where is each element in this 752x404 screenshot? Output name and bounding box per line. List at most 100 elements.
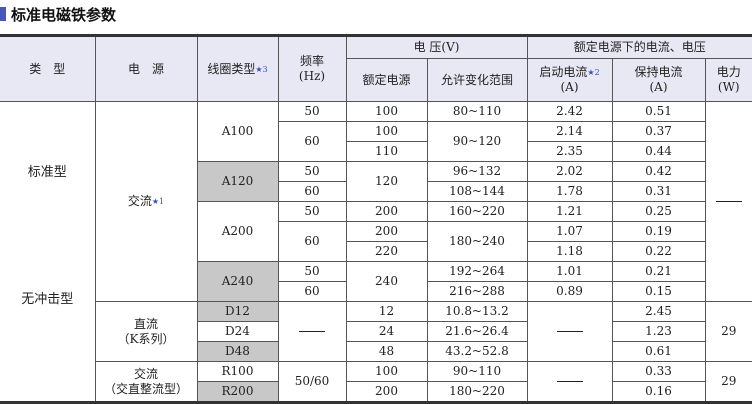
header-watt: 电力 (W)	[704, 58, 752, 102]
rated-cell: 200	[345, 221, 428, 242]
rated-cell: 120	[345, 161, 428, 202]
rated-cell: 100	[345, 361, 428, 382]
freq-cell: 60	[278, 221, 347, 262]
start-cell: 1.07	[526, 221, 613, 242]
electromagnet-spec-table: 类 型 电 源 线圈类型★3 频率 (Hz) 电 压(V) 额定电源下的电流、电压…	[0, 34, 752, 404]
section-title: 标准电磁铁参数	[0, 4, 116, 24]
table-row: D48 48 43.2~52.8 0.61	[0, 341, 752, 362]
freq-cell: 50	[277, 161, 347, 182]
dash-mark	[715, 201, 742, 202]
start-cell: 2.42	[526, 101, 613, 122]
range-cell: 180~220	[426, 381, 528, 403]
range-cell: 180~240	[426, 221, 528, 262]
header-rated: 额定电源	[346, 58, 428, 102]
hold-cell: 0.44	[611, 141, 706, 162]
range-cell: 108~144	[426, 181, 528, 202]
range-cell: 80~110	[426, 101, 528, 122]
hold-cell: 0.31	[611, 181, 706, 202]
title-marker-icon	[0, 7, 6, 21]
rated-cell: 240	[345, 261, 428, 302]
watt-cell: 29	[704, 301, 752, 362]
rated-cell: 24	[345, 321, 428, 342]
start-cell: 2.14	[526, 121, 613, 142]
header-type: 类 型	[0, 35, 96, 102]
dash-mark	[556, 381, 583, 382]
dash-mark	[556, 331, 583, 332]
range-cell: 21.6~26.4	[426, 321, 528, 342]
dash-mark	[299, 331, 325, 332]
coil-cell: D12	[196, 301, 279, 322]
hold-cell: 1.23	[611, 321, 706, 342]
hold-cell: 0.61	[611, 341, 706, 362]
header-range: 允许变化范围	[426, 58, 528, 102]
table-row: 220 1.18 0.22	[0, 241, 752, 262]
table-row: A240 50 240 192~264 1.01 0.21	[0, 261, 752, 302]
rated-cell: 100	[345, 121, 428, 142]
header-start: 启动电流★2 (A)	[526, 58, 613, 102]
hold-cell: 0.25	[611, 201, 706, 222]
hold-cell: 2.45	[611, 301, 706, 322]
watt-cell: 29	[704, 361, 752, 403]
type-standard: 标准型	[27, 165, 67, 180]
power-rectified: 交流 （交直整流型）	[95, 361, 198, 403]
header-voltage: 电 压(V)	[345, 35, 528, 59]
freq-cell	[277, 301, 347, 362]
start-cell	[526, 361, 613, 403]
table-row: A120 50 120 96~132 2.02 0.42	[0, 161, 752, 202]
table-row: 直流 （K系列） D12 12 10.8~13.2 2.45 29	[0, 301, 752, 362]
start-cell: 0.89	[526, 281, 613, 302]
range-cell: 192~264	[426, 261, 528, 282]
hold-cell: 0.51	[611, 101, 706, 122]
range-cell: 90~120	[426, 121, 528, 162]
header-coil: 线圈类型★3	[196, 35, 279, 102]
power-ac: 交流★1	[94, 101, 198, 302]
title-text: 标准电磁铁参数	[11, 5, 117, 24]
range-cell: 43.2~52.8	[426, 341, 528, 362]
freq-cell: 60	[278, 121, 347, 162]
coil-cell: D24	[197, 321, 279, 342]
rated-cell: 48	[345, 341, 428, 362]
start-cell: 1.21	[526, 201, 613, 222]
coil-cell: A200	[197, 201, 279, 262]
rated-cell: 100	[345, 101, 428, 122]
freq-cell: 50/60	[277, 361, 347, 403]
coil-cell: R100	[196, 361, 279, 382]
freq-cell: 50	[277, 201, 347, 222]
hold-cell: 0.21	[611, 261, 706, 282]
power-dc: 直流 （K系列）	[95, 301, 198, 362]
hold-cell: 0.37	[611, 121, 706, 142]
table-row: 交流 （交直整流型） R100 50/60 100 90~110 0.33 29	[0, 361, 752, 403]
hold-cell: 0.16	[611, 381, 706, 403]
coil-cell: A100	[196, 101, 279, 162]
type-cell: 标准型 无冲击型	[0, 101, 96, 403]
range-cell: 216~288	[426, 281, 528, 302]
coil-cell: A240	[197, 261, 279, 302]
start-cell: 1.18	[526, 241, 613, 262]
rated-cell: 12	[345, 301, 428, 322]
coil-cell: D48	[197, 341, 279, 362]
range-cell: 10.8~13.2	[426, 301, 528, 322]
hold-cell: 0.15	[611, 281, 706, 302]
coil-cell: R200	[197, 381, 279, 403]
start-cell: 1.01	[526, 261, 613, 282]
hold-cell: 0.42	[611, 161, 706, 182]
range-cell: 160~220	[426, 201, 528, 222]
hold-cell: 0.33	[611, 361, 706, 382]
coil-cell: A120	[197, 161, 279, 202]
range-cell: 90~110	[426, 361, 528, 382]
freq-cell: 50	[277, 101, 347, 122]
start-cell: 2.35	[526, 141, 613, 162]
rated-cell: 200	[345, 201, 428, 222]
range-cell: 96~132	[426, 161, 528, 182]
hold-cell: 0.22	[611, 241, 706, 262]
table-row: 标准型无冲击型 交流★1 A100 50 100 80~110 2.42 0.5…	[0, 101, 752, 403]
table-row: 60 216~288 0.89 0.15	[0, 281, 752, 302]
header-power: 电 源	[94, 35, 198, 102]
type-shockless: 无冲击型	[21, 292, 74, 307]
header-hold: 保持电流 (A)	[611, 58, 706, 102]
rated-cell: 200	[345, 381, 428, 403]
start-cell	[526, 301, 613, 362]
freq-cell: 60	[278, 181, 347, 202]
freq-cell: 60	[278, 281, 347, 302]
header-at-rated: 额定电源下的电流、电压	[526, 35, 752, 59]
